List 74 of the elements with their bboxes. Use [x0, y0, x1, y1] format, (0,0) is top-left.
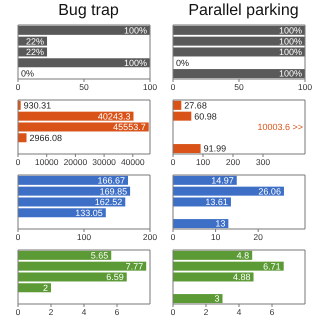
data-label: 22%	[26, 36, 44, 46]
data-label: 100%	[124, 58, 147, 68]
data-label: 169.85	[100, 186, 128, 196]
bar	[173, 294, 222, 304]
data-label: 100%	[278, 68, 302, 79]
x-tick-label: 0	[16, 82, 21, 92]
data-label: 162.52	[94, 197, 122, 208]
x-tick-label: 20000	[64, 157, 88, 168]
bar	[173, 272, 254, 282]
data-label: 27.68	[184, 100, 207, 111]
x-tick-label: 50	[234, 82, 244, 92]
data-label: 6.59	[106, 272, 124, 282]
data-label: 26.06	[258, 186, 281, 196]
x-tick-label: 0	[16, 157, 21, 168]
x-tick-label: 30000	[92, 157, 116, 168]
x-tick-label: 200	[142, 232, 158, 242]
bar	[173, 144, 201, 154]
x-tick-label: 2	[204, 307, 209, 318]
bar	[18, 272, 127, 282]
x-tick-label: 6	[114, 307, 120, 318]
chart-title: Bug trap	[57, 1, 120, 21]
x-tick-label: 300	[256, 157, 270, 168]
x-tick-label: 0	[16, 307, 21, 318]
x-tick-label: 2	[48, 307, 54, 318]
data-label: 5.65	[90, 250, 108, 261]
data-label: 166.67	[97, 176, 125, 186]
x-tick-label: 0	[170, 307, 176, 318]
x-tick-label: 0	[170, 232, 176, 242]
x-tick-label: 10000	[34, 157, 59, 168]
data-label: 14.97	[211, 176, 234, 186]
x-tick-label: 40000	[120, 157, 145, 168]
annotation: 10003.6 >>	[257, 120, 303, 132]
data-label: 4.88	[232, 272, 251, 282]
data-label: 91.99	[204, 144, 226, 154]
bar	[173, 219, 228, 228]
x-tick-label: 100	[196, 157, 210, 168]
data-label: 60.98	[194, 111, 217, 122]
data-label: 100%	[278, 47, 302, 58]
x-tick-label: 4	[82, 307, 87, 318]
bar	[18, 197, 126, 206]
x-tick-label: 4	[236, 307, 242, 318]
data-label: 40243.3	[98, 111, 130, 122]
data-label: 0%	[21, 68, 34, 79]
x-tick-label: 100	[142, 82, 158, 92]
x-tick-label: 100	[298, 82, 312, 92]
data-label: 4.8	[236, 250, 250, 261]
data-label: 0%	[176, 58, 190, 68]
x-tick-label: 0	[170, 82, 176, 92]
data-label: 13.61	[205, 197, 228, 208]
data-label: 100%	[278, 36, 302, 46]
x-tick-label: 0	[170, 157, 176, 168]
bar	[18, 133, 27, 142]
data-label: 930.31	[24, 100, 52, 111]
data-label: 45553.7	[113, 122, 146, 132]
data-label: 133.05	[75, 208, 103, 218]
x-tick-label: 100	[76, 232, 92, 242]
data-label: 3	[214, 294, 220, 304]
bar	[18, 122, 149, 132]
data-label: 22%	[26, 47, 44, 58]
x-tick-label: 20	[253, 232, 264, 242]
bar	[18, 283, 51, 292]
data-label: 100%	[278, 26, 302, 36]
x-tick-label: 6	[270, 307, 275, 318]
data-label: 2966.08	[30, 132, 62, 143]
data-label: 13	[215, 218, 226, 229]
x-tick-label: 50	[79, 82, 89, 92]
x-tick-label: 200	[226, 157, 240, 168]
chart-title: Parallel parking	[187, 1, 300, 21]
data-label: 6.71	[263, 261, 281, 272]
x-tick-label: 10	[210, 232, 221, 242]
data-label: 100%	[124, 26, 147, 36]
x-tick-label: 0	[16, 232, 21, 242]
data-label: 7.77	[126, 261, 144, 272]
data-label: 2	[42, 282, 48, 293]
